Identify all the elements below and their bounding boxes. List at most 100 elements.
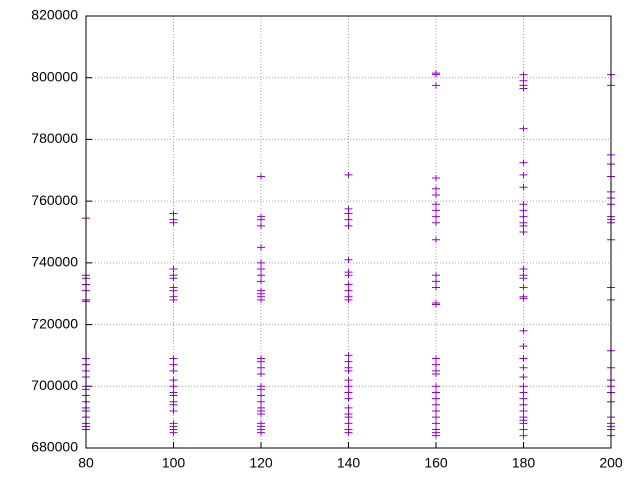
point — [169, 383, 178, 390]
point — [519, 401, 528, 408]
y-tick-label: 700000 — [31, 377, 78, 393]
point — [344, 287, 353, 294]
point — [519, 327, 528, 334]
point — [519, 343, 528, 350]
point — [344, 272, 353, 279]
point — [519, 374, 528, 381]
point — [169, 219, 178, 226]
point — [169, 401, 178, 408]
point — [519, 207, 528, 214]
y-tick-label: 780000 — [31, 130, 78, 146]
point — [432, 213, 440, 220]
point — [519, 407, 528, 414]
point — [344, 420, 353, 427]
point — [432, 82, 440, 89]
point — [432, 389, 440, 396]
point — [432, 272, 440, 279]
point — [169, 287, 178, 294]
point — [432, 201, 440, 208]
y-tick-label: 800000 — [31, 68, 78, 84]
point — [432, 432, 440, 439]
point — [519, 222, 528, 229]
x-tick-label: 100 — [162, 455, 186, 471]
point — [432, 191, 440, 198]
point — [432, 175, 440, 181]
point — [432, 278, 440, 285]
point — [257, 278, 265, 285]
point — [169, 407, 178, 414]
point — [432, 219, 440, 226]
point — [344, 383, 353, 390]
point — [432, 355, 440, 362]
plot-border — [85, 15, 612, 449]
point — [169, 296, 178, 303]
point — [519, 284, 528, 291]
point — [344, 171, 353, 178]
point — [257, 259, 265, 266]
point — [257, 296, 265, 303]
point — [257, 266, 265, 273]
point — [519, 432, 528, 439]
point — [169, 355, 178, 362]
point — [432, 207, 440, 214]
point — [519, 275, 528, 282]
point — [257, 429, 265, 436]
point — [257, 392, 265, 399]
point — [432, 236, 440, 243]
point — [257, 216, 265, 223]
point — [169, 367, 178, 374]
x-tick-label: 200 — [599, 455, 623, 471]
point — [519, 395, 528, 402]
y-tick-label: 680000 — [31, 439, 78, 455]
point — [344, 210, 353, 217]
point — [432, 395, 440, 402]
point — [519, 364, 528, 371]
point — [432, 383, 440, 390]
x-tick-label: 160 — [424, 455, 448, 471]
point — [519, 266, 528, 273]
x-tick-label: 80 — [78, 455, 94, 471]
x-tick-label: 120 — [249, 455, 273, 471]
point — [519, 426, 528, 433]
point — [519, 201, 528, 208]
point — [432, 284, 440, 291]
point — [432, 361, 440, 368]
point — [344, 256, 353, 263]
point — [519, 85, 528, 92]
point — [432, 301, 440, 308]
y-tick-label: 820000 — [31, 7, 78, 23]
point — [169, 275, 178, 282]
point — [519, 159, 528, 166]
point — [344, 222, 353, 229]
point — [519, 125, 528, 132]
tick-labels: 680000 700000 720000 740000 760000 780000 8000… — [31, 7, 623, 471]
point — [344, 404, 353, 411]
point — [432, 71, 440, 78]
point — [519, 213, 528, 220]
point — [432, 414, 440, 421]
point — [169, 210, 178, 217]
point — [344, 414, 353, 421]
point — [257, 358, 265, 365]
point — [169, 266, 178, 273]
point — [257, 370, 265, 377]
point — [169, 392, 178, 399]
y-tick-label: 720000 — [31, 315, 78, 331]
point — [344, 352, 353, 359]
point — [257, 272, 265, 279]
point — [257, 222, 265, 229]
point — [432, 401, 440, 408]
points — [82, 70, 615, 439]
point — [344, 377, 353, 384]
point — [257, 386, 265, 393]
point — [519, 420, 528, 427]
grid — [85, 15, 612, 449]
x-tick-label: 140 — [337, 455, 361, 471]
point — [257, 398, 265, 405]
point — [344, 281, 353, 288]
x-tick-label: 180 — [512, 455, 536, 471]
point — [519, 71, 528, 78]
point — [257, 411, 265, 418]
